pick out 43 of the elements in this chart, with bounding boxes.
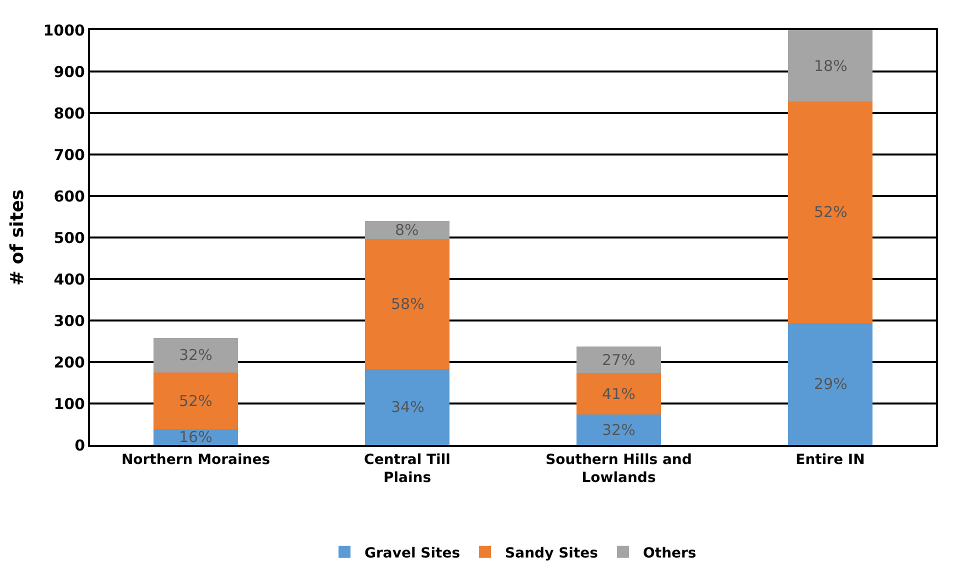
bar — [153, 338, 238, 372]
bar — [153, 429, 238, 445]
legend-label: Sandy Sites — [505, 545, 598, 562]
annotation: 27% — [602, 351, 636, 369]
x-tick-label: Northern Moraines — [121, 452, 270, 468]
bar — [788, 101, 873, 323]
y-tick-label: 500 — [54, 228, 85, 247]
x-tick-label: Entire IN — [796, 452, 865, 468]
bar — [788, 322, 873, 445]
bar — [364, 369, 450, 445]
y-axis-title: # of sites — [6, 189, 28, 286]
legend-label: Others — [642, 545, 696, 562]
y-tick-label: 700 — [54, 146, 85, 164]
bar — [576, 346, 662, 373]
y-tick-label: 800 — [54, 104, 85, 122]
bar — [576, 414, 662, 445]
annotation: 16% — [179, 428, 212, 446]
legend-label: Gravel Sites — [364, 545, 460, 562]
x-tick-label: Southern Hills and Lowlands — [546, 452, 692, 486]
bar — [364, 238, 450, 370]
y-tick-label: 400 — [54, 270, 85, 288]
y-tick-label: 900 — [54, 62, 85, 81]
bar — [153, 372, 238, 430]
annotation: 8% — [395, 221, 419, 239]
y-tick-label: 300 — [54, 312, 85, 330]
annotation: 18% — [814, 57, 848, 75]
y-tick-label: 0 — [74, 436, 85, 454]
annotation: 41% — [602, 385, 636, 403]
annotation: 52% — [814, 203, 848, 221]
bar — [576, 372, 662, 414]
annotation: 58% — [391, 295, 424, 313]
annotation: 32% — [602, 421, 636, 439]
bar — [788, 30, 873, 102]
y-tick-label: 100 — [54, 394, 85, 413]
y-tick-label: 600 — [54, 187, 85, 206]
annotation: 32% — [179, 346, 212, 364]
y-tick-label: 200 — [54, 353, 85, 372]
y-tick-label: 1000 — [43, 21, 85, 40]
annotation: 29% — [814, 375, 848, 393]
x-tick-label: Central Till Plains — [364, 452, 450, 486]
bar — [364, 220, 450, 239]
annotation: 34% — [391, 398, 424, 416]
annotation: 52% — [179, 392, 212, 410]
